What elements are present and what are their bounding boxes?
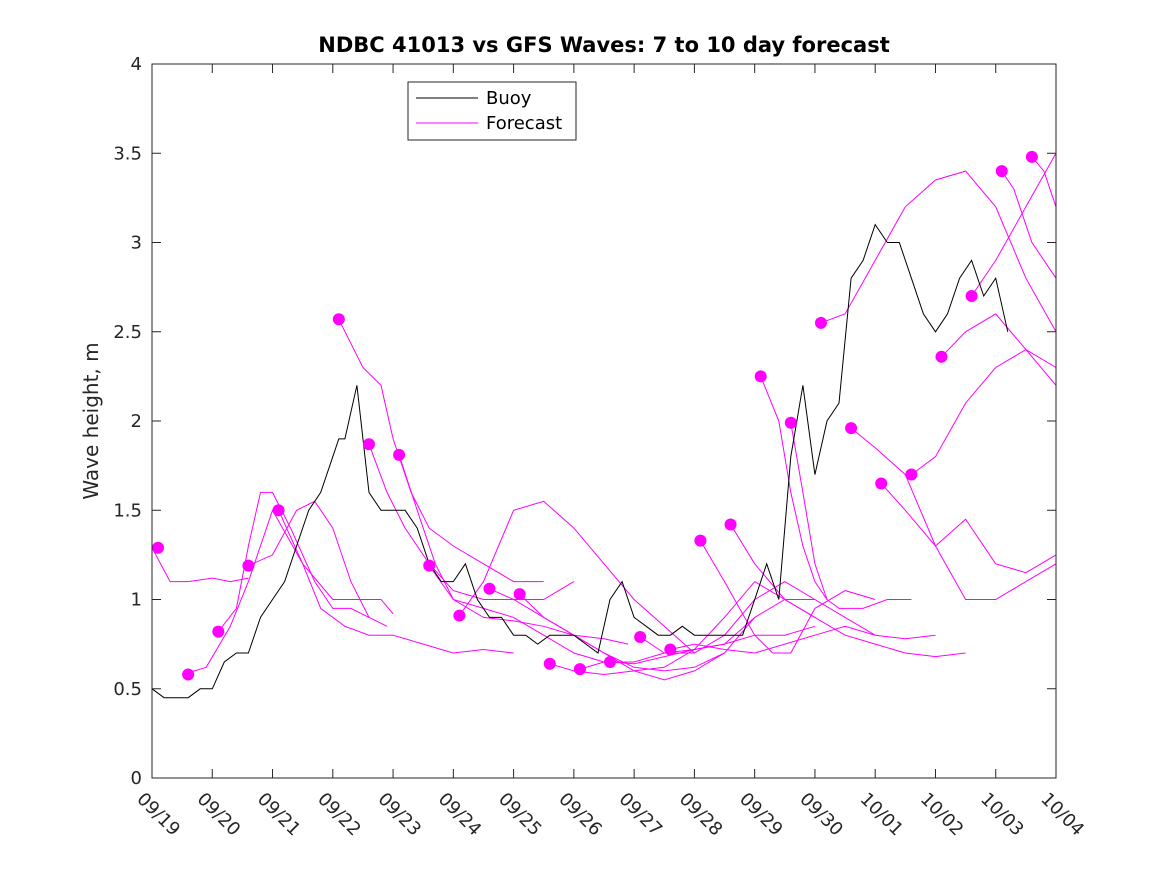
- chart-title: NDBC 41013 vs GFS Waves: 7 to 10 day for…: [318, 33, 889, 57]
- legend-forecast-label: Forecast: [486, 113, 562, 134]
- forecast-marker: [1025, 150, 1038, 163]
- forecast-marker: [845, 422, 858, 435]
- forecast-line-17: [670, 625, 936, 654]
- y-tick-label: 1: [131, 590, 142, 611]
- y-axis-label: Wave height, m: [79, 342, 103, 499]
- forecast-marker: [935, 350, 948, 363]
- forecast-marker: [634, 630, 647, 643]
- forecast-marker: [965, 290, 978, 303]
- forecast-line-10: [458, 500, 695, 654]
- forecast-line-7: [368, 444, 575, 600]
- forecast-line-20: [760, 376, 828, 600]
- forecast-marker: [664, 643, 677, 656]
- y-tick-label: 2: [131, 411, 142, 432]
- y-tick-label: 2.5: [113, 322, 142, 343]
- y-tick-label: 0: [131, 768, 142, 789]
- forecast-marker: [332, 313, 345, 326]
- forecast-line-28: [1001, 170, 1057, 279]
- forecast-line-6: [338, 319, 544, 583]
- legend-buoy-label: Buoy: [486, 88, 532, 109]
- forecast-marker: [875, 477, 888, 490]
- forecast-marker: [604, 655, 617, 668]
- forecast-line-21: [790, 422, 912, 609]
- forecast-marker: [182, 668, 195, 681]
- forecast-marker: [754, 370, 767, 383]
- forecast-marker: [423, 559, 436, 572]
- buoy-line: [151, 223, 1009, 699]
- forecast-marker: [513, 588, 526, 601]
- y-tick-label: 1.5: [113, 500, 142, 521]
- forecast-marker: [814, 316, 827, 329]
- forecast-marker: [905, 468, 918, 481]
- forecast-marker: [453, 609, 466, 622]
- plot-frame: [151, 63, 1057, 779]
- buoy-series: [151, 223, 1009, 699]
- forecast-marker: [393, 448, 406, 461]
- forecast-line-26: [941, 313, 1057, 386]
- forecast-marker: [995, 165, 1008, 178]
- legend: Buoy Forecast: [407, 81, 577, 141]
- forecast-markers: [152, 150, 1038, 681]
- forecast-marker: [362, 438, 375, 451]
- y-tick-label: 0.5: [113, 679, 142, 700]
- forecast-marker: [212, 625, 225, 638]
- forecast-line-9: [428, 565, 629, 645]
- forecast-marker: [152, 541, 165, 554]
- forecast-line-18: [699, 540, 876, 654]
- y-tick-label: 3: [131, 233, 142, 254]
- forecast-marker: [543, 657, 556, 670]
- forecast-line-15: [609, 599, 876, 665]
- forecast-line-23: [850, 427, 1057, 600]
- forecast-line-25: [911, 349, 1057, 476]
- forecast-line-1: [151, 547, 249, 583]
- forecast-line-4: [248, 500, 388, 627]
- forecast-marker: [242, 559, 255, 572]
- forecast-marker: [784, 416, 797, 429]
- forecast-line-24: [880, 483, 1057, 574]
- forecast-line-29: [1031, 156, 1057, 207]
- axis-ticks: [151, 63, 1057, 779]
- y-tick-label: 4: [131, 54, 142, 75]
- forecast-line-16: [639, 625, 816, 654]
- forecast-marker: [694, 534, 707, 547]
- forecast-marker: [483, 582, 496, 595]
- forecast-marker: [573, 663, 586, 676]
- forecast-line-27: [971, 153, 1057, 297]
- forecast-line-5: [278, 510, 514, 654]
- y-tick-label: 3.5: [113, 143, 142, 164]
- forecast-marker: [272, 504, 285, 517]
- forecast-marker: [724, 518, 737, 531]
- forecast-line-22: [820, 170, 1057, 333]
- forecast-line-19: [730, 524, 966, 658]
- forecast-line-2: [181, 509, 394, 675]
- legend-box: [407, 81, 577, 141]
